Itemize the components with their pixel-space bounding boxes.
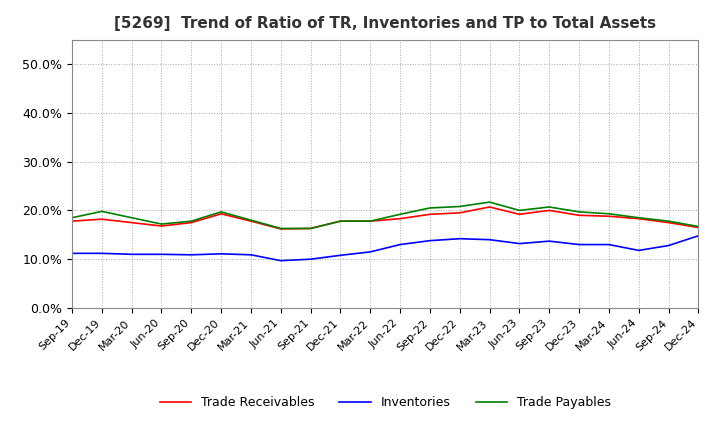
Inventories <box>276 258 285 263</box>
Trade Receivables <box>485 204 494 209</box>
Trade Payables <box>366 219 374 224</box>
Trade Payables <box>605 211 613 216</box>
Trade Payables <box>665 219 673 224</box>
Trade Receivables <box>247 219 256 224</box>
Trade Receivables <box>456 210 464 216</box>
Trade Payables <box>634 215 643 220</box>
Trade Receivables <box>515 212 523 217</box>
Trade Receivables <box>396 216 405 221</box>
Inventories <box>366 249 374 254</box>
Inventories <box>665 243 673 248</box>
Inventories <box>187 252 196 257</box>
Trade Payables <box>575 209 583 215</box>
Trade Payables <box>157 221 166 227</box>
Inventories <box>306 257 315 262</box>
Trade Receivables <box>127 220 136 225</box>
Trade Payables <box>247 217 256 223</box>
Trade Receivables <box>306 226 315 231</box>
Trade Payables <box>336 219 345 224</box>
Inventories <box>127 252 136 257</box>
Inventories <box>217 251 225 257</box>
Trade Receivables <box>575 213 583 218</box>
Inventories <box>575 242 583 247</box>
Title: [5269]  Trend of Ratio of TR, Inventories and TP to Total Assets: [5269] Trend of Ratio of TR, Inventories… <box>114 16 656 32</box>
Trade Receivables <box>366 219 374 224</box>
Trade Receivables <box>634 216 643 221</box>
Trade Receivables <box>68 219 76 224</box>
Trade Payables <box>68 215 76 220</box>
Trade Receivables <box>217 211 225 216</box>
Trade Payables <box>694 224 703 229</box>
Trade Receivables <box>276 226 285 231</box>
Trade Receivables <box>97 216 106 222</box>
Inventories <box>485 237 494 242</box>
Trade Receivables <box>426 212 434 217</box>
Inventories <box>157 252 166 257</box>
Trade Receivables <box>605 213 613 219</box>
Inventories <box>456 236 464 242</box>
Trade Payables <box>515 208 523 213</box>
Inventories <box>396 242 405 247</box>
Trade Payables <box>456 204 464 209</box>
Inventories <box>97 251 106 256</box>
Inventories <box>247 252 256 257</box>
Trade Receivables <box>157 224 166 229</box>
Trade Payables <box>396 212 405 217</box>
Trade Payables <box>97 209 106 214</box>
Line: Trade Payables: Trade Payables <box>72 202 698 228</box>
Trade Payables <box>217 209 225 215</box>
Inventories <box>426 238 434 243</box>
Inventories <box>336 253 345 258</box>
Line: Trade Receivables: Trade Receivables <box>72 207 698 229</box>
Trade Receivables <box>336 219 345 224</box>
Trade Payables <box>306 226 315 231</box>
Line: Inventories: Inventories <box>72 236 698 260</box>
Inventories <box>634 248 643 253</box>
Trade Payables <box>127 215 136 220</box>
Trade Receivables <box>694 225 703 230</box>
Trade Receivables <box>665 220 673 225</box>
Trade Payables <box>485 199 494 205</box>
Inventories <box>68 251 76 256</box>
Inventories <box>515 241 523 246</box>
Inventories <box>694 233 703 238</box>
Inventories <box>545 238 554 244</box>
Trade Payables <box>545 204 554 209</box>
Trade Payables <box>187 219 196 224</box>
Trade Receivables <box>545 208 554 213</box>
Trade Receivables <box>187 220 196 225</box>
Inventories <box>605 242 613 247</box>
Legend: Trade Receivables, Inventories, Trade Payables: Trade Receivables, Inventories, Trade Pa… <box>155 392 616 414</box>
Trade Payables <box>426 205 434 211</box>
Trade Payables <box>276 226 285 231</box>
